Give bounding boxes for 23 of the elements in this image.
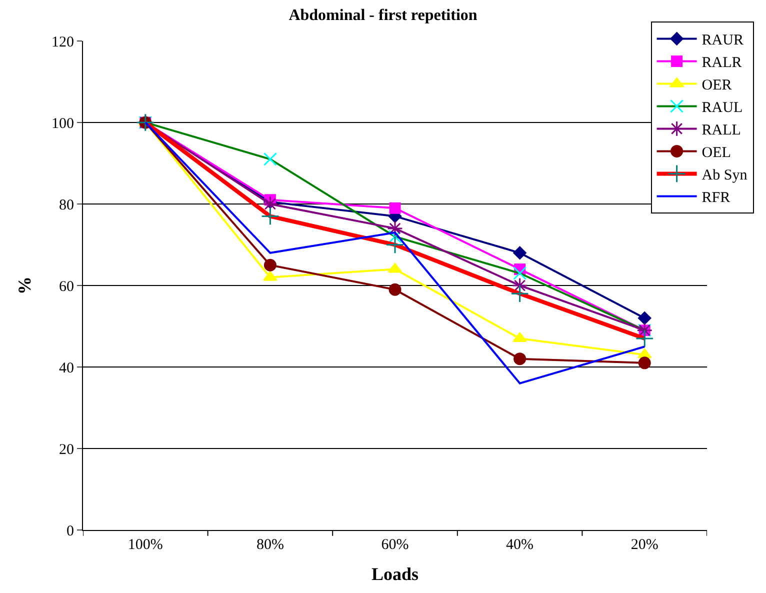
y-tick-label: 80 xyxy=(59,197,74,214)
legend-label: RALR xyxy=(702,55,742,72)
y-tick-label: 60 xyxy=(59,278,74,295)
x-tick-label: 20% xyxy=(630,537,658,553)
y-tick-label: 20 xyxy=(59,442,74,458)
legend-label: RFR xyxy=(702,190,730,206)
legend-label: Ab Syn xyxy=(702,168,748,184)
y-tick-label: 0 xyxy=(66,523,74,540)
legend-label: OEL xyxy=(702,145,731,162)
legend-label: RAUR xyxy=(702,32,744,49)
y-tick-label: 120 xyxy=(52,34,74,50)
x-tick-label: 100% xyxy=(128,537,163,553)
legend-label: RAUL xyxy=(702,100,743,116)
legend-label: OER xyxy=(702,78,732,94)
x-tick-label: 80% xyxy=(256,537,284,553)
y-axis-title: % xyxy=(14,276,35,294)
chart-title: Abdominal - first repetition xyxy=(288,7,478,24)
x-tick-label: 60% xyxy=(381,537,409,553)
x-tick-label: 40% xyxy=(506,537,534,553)
legend-label: RALL xyxy=(702,122,741,139)
x-axis-title: Loads xyxy=(371,564,419,584)
y-tick-label: 40 xyxy=(59,360,74,376)
y-tick-label: 100 xyxy=(52,116,74,132)
